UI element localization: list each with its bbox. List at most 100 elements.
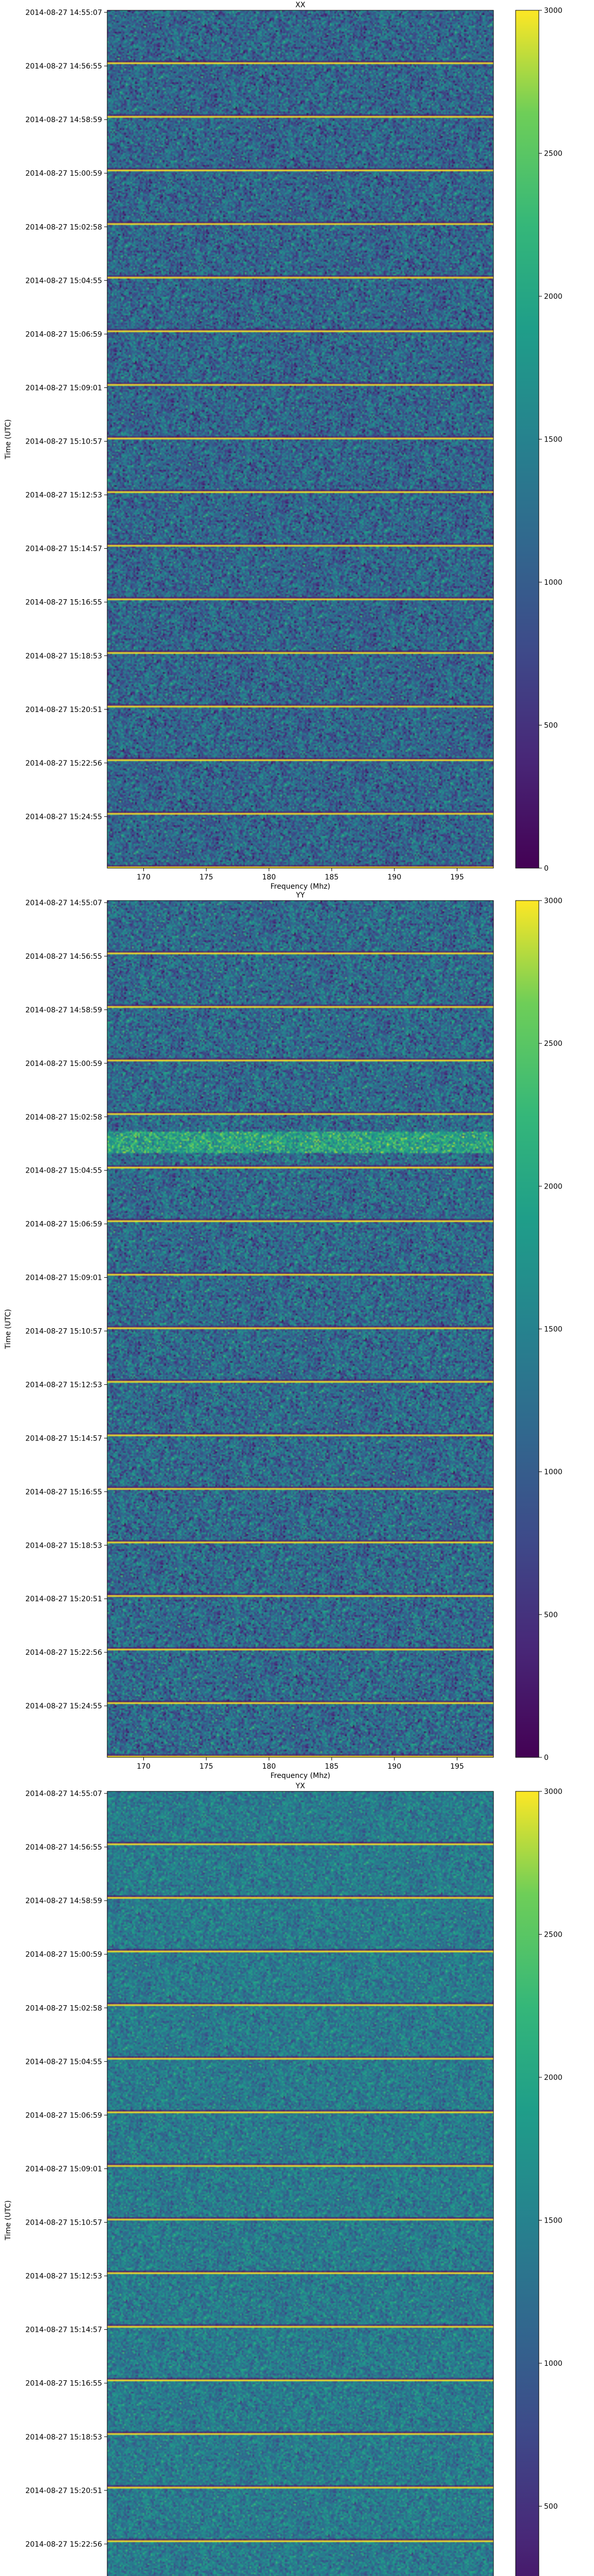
colorbar-tick-label: 3000 (544, 1788, 563, 1796)
y-tick-label: 2014-08-27 15:24:55 (25, 813, 102, 821)
y-tick-label: 2014-08-27 15:14:57 (25, 545, 102, 553)
plot-frame (107, 10, 494, 869)
y-tick-label: 2014-08-27 15:04:55 (25, 2058, 102, 2066)
colorbar-tick-label: 2000 (544, 1182, 563, 1191)
colorbar-tick-label: 1000 (544, 1468, 563, 1477)
x-tick-label: 175 (200, 873, 213, 882)
y-tick-label: 2014-08-27 15:16:55 (25, 2380, 102, 2388)
y-tick-label: 2014-08-27 15:12:53 (25, 2273, 102, 2281)
colorbar-tick-label: 2500 (544, 1931, 563, 1939)
y-tick-label: 2014-08-27 15:12:53 (25, 1381, 102, 1389)
y-tick-label: 2014-08-27 15:10:57 (25, 438, 102, 446)
colorbar (515, 1791, 539, 2576)
colorbar-tick-label: 500 (544, 722, 558, 730)
x-tick-label: 195 (450, 1762, 464, 1771)
y-tick-label: 2014-08-27 15:02:58 (25, 2004, 102, 2012)
x-axis-label: Frequency (Mhz) (271, 883, 331, 891)
colorbar-tick-label: 2000 (544, 2074, 563, 2082)
y-tick-label: 2014-08-27 15:20:51 (25, 2487, 102, 2495)
y-tick-label: 2014-08-27 15:00:59 (25, 170, 102, 178)
colorbar-tick-label: 2500 (544, 150, 563, 158)
colorbar-tick-label: 0 (544, 1754, 549, 1762)
x-tick-label: 190 (388, 1762, 402, 1771)
y-tick-label: 2014-08-27 15:18:53 (25, 2433, 102, 2442)
y-tick-label: 2014-08-27 14:55:07 (25, 9, 102, 17)
y-tick-label: 2014-08-27 15:09:01 (25, 2165, 102, 2173)
x-tick-label: 195 (450, 873, 464, 882)
heatmap-cells (107, 901, 493, 1757)
x-tick-label: 190 (388, 873, 402, 882)
colorbar-tick-label: 1000 (544, 2360, 563, 2368)
y-tick-label: 2014-08-27 15:06:59 (25, 2111, 102, 2120)
y-tick-label: 2014-08-27 14:58:59 (25, 116, 102, 124)
panel-yx (104, 1791, 542, 2576)
colorbar-tick-label: 2500 (544, 1040, 563, 1048)
heatmap-cells (107, 10, 493, 868)
y-tick-label: 2014-08-27 14:58:59 (25, 1897, 102, 1905)
y-tick-label: 2014-08-27 15:02:58 (25, 1113, 102, 1122)
y-tick-label: 2014-08-27 15:22:56 (25, 2540, 102, 2549)
colorbar-tick-label: 500 (544, 1611, 558, 1619)
colorbar-tick-label: 1500 (544, 1326, 563, 1334)
y-tick-label: 2014-08-27 15:06:59 (25, 1221, 102, 1229)
x-tick-label: 170 (137, 873, 151, 882)
y-tick-label: 2014-08-27 15:09:01 (25, 384, 102, 392)
colorbar-tick-label: 3000 (544, 897, 563, 905)
colorbar-tick-label: 2000 (544, 293, 563, 301)
y-tick-label: 2014-08-27 15:16:55 (25, 1488, 102, 1496)
y-tick-label: 2014-08-27 14:56:55 (25, 62, 102, 71)
y-axis-label: Time (UTC) (4, 2200, 12, 2241)
y-tick-label: 2014-08-27 14:56:55 (25, 1843, 102, 1852)
x-tick-label: 175 (200, 1762, 213, 1771)
y-tick-label: 2014-08-27 15:02:58 (25, 223, 102, 231)
y-axis-label: Time (UTC) (4, 1309, 12, 1349)
y-tick-label: 2014-08-27 15:09:01 (25, 1274, 102, 1282)
y-tick-label: 2014-08-27 15:24:55 (25, 1702, 102, 1710)
y-tick-label: 2014-08-27 15:14:57 (25, 2326, 102, 2334)
panel-yy (104, 900, 542, 1760)
y-tick-label: 2014-08-27 15:16:55 (25, 599, 102, 607)
y-tick-label: 2014-08-27 15:00:59 (25, 1060, 102, 1068)
chart-title: YX (295, 1782, 305, 1790)
y-tick-label: 2014-08-27 15:04:55 (25, 1167, 102, 1175)
y-tick-label: 2014-08-27 15:14:57 (25, 1434, 102, 1443)
colorbar-tick-label: 0 (544, 865, 549, 873)
y-tick-label: 2014-08-27 15:18:53 (25, 1541, 102, 1550)
y-tick-label: 2014-08-27 15:22:56 (25, 759, 102, 768)
y-tick-label: 2014-08-27 15:12:53 (25, 492, 102, 500)
y-tick-label: 2014-08-27 14:58:59 (25, 1006, 102, 1014)
y-tick-label: 2014-08-27 14:55:07 (25, 899, 102, 907)
y-tick-label: 2014-08-27 15:20:51 (25, 706, 102, 714)
colorbar-tick-label: 500 (544, 2503, 558, 2511)
panel-xx (104, 10, 542, 871)
y-tick-label: 2014-08-27 14:56:55 (25, 953, 102, 961)
colorbar (515, 10, 539, 869)
chart-title: XX (295, 1, 306, 9)
colorbar (515, 900, 539, 1758)
y-tick-label: 2014-08-27 15:22:56 (25, 1649, 102, 1657)
plot-frame (107, 900, 494, 1758)
y-tick-label: 2014-08-27 14:55:07 (25, 1790, 102, 1798)
x-axis-label: Frequency (Mhz) (271, 1772, 331, 1780)
heatmap-cells (107, 1791, 493, 2576)
y-tick-label: 2014-08-27 15:04:55 (25, 277, 102, 285)
y-tick-label: 2014-08-27 15:00:59 (25, 1951, 102, 1959)
colorbar-tick-label: 1500 (544, 2217, 563, 2225)
y-tick-label: 2014-08-27 15:10:57 (25, 1328, 102, 1336)
y-tick-label: 2014-08-27 15:06:59 (25, 330, 102, 338)
y-tick-label: 2014-08-27 15:20:51 (25, 1595, 102, 1603)
y-tick-label: 2014-08-27 15:18:53 (25, 652, 102, 660)
x-tick-label: 185 (325, 1762, 339, 1771)
x-tick-label: 180 (262, 873, 276, 882)
y-axis-label: Time (UTC) (4, 419, 12, 460)
colorbar-tick-label: 1000 (544, 579, 563, 587)
x-tick-label: 180 (262, 1762, 276, 1771)
x-tick-label: 185 (325, 873, 339, 882)
plot-frame (107, 1791, 494, 2576)
colorbar-tick-label: 1500 (544, 436, 563, 444)
y-tick-label: 2014-08-27 15:10:57 (25, 2219, 102, 2227)
colorbar-tick-label: 3000 (544, 7, 563, 15)
chart-title: YY (295, 891, 305, 900)
x-tick-label: 170 (137, 1762, 151, 1771)
